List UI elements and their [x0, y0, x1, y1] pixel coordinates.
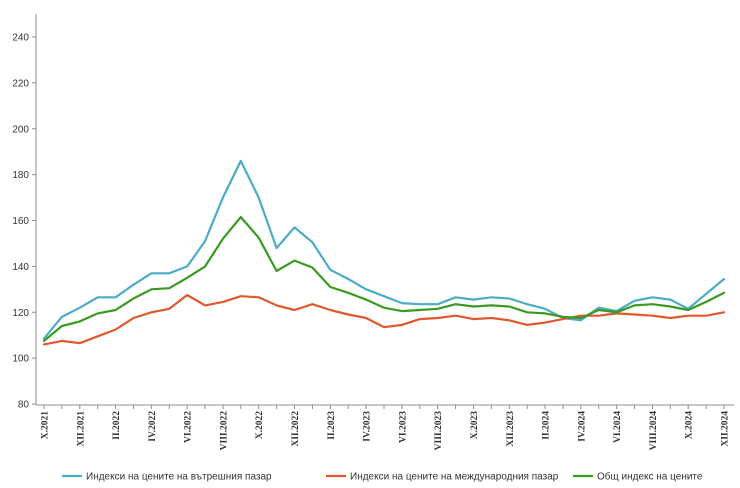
y-tick-label: 200 [12, 124, 29, 135]
x-tick-label: IV.2024 [577, 411, 587, 442]
x-tick-label: VIII.2022 [219, 411, 229, 451]
legend-label-1: Индекси на цените на вътрешния пазар [86, 472, 272, 483]
y-tick-label: 160 [12, 216, 29, 227]
y-tick-label: 140 [12, 262, 29, 273]
x-tick-label: II.2022 [112, 411, 122, 440]
y-tick-label: 80 [18, 400, 30, 411]
series-line-2 [42, 293, 726, 346]
x-tick-label: X.2022 [255, 411, 265, 439]
legend-label-3: Общ индекс на цените [597, 471, 703, 483]
x-tick-label: VIII.2024 [649, 411, 659, 451]
y-axis-ticks: 80 100 120 140 160 180 200 220 240 [12, 33, 36, 411]
x-tick-label: VIII.2023 [434, 411, 444, 451]
x-tick-label: IV.2023 [363, 411, 373, 442]
series-line-1 [42, 159, 726, 340]
x-tick-label: II.2023 [327, 411, 337, 440]
x-tick-label: X.2023 [470, 411, 480, 439]
x-axis-ticks: X.2021 XII.2021 II.2022 IV.2022 VI.2022 VIII.… [41, 405, 731, 450]
y-tick-label: 180 [12, 170, 29, 181]
y-tick-label: 240 [12, 33, 29, 44]
x-tick-label: VI.2023 [398, 411, 408, 443]
x-tick-label: XII.2023 [506, 411, 516, 447]
x-tick-label: X.2024 [685, 411, 695, 439]
x-tick-label: XII.2021 [76, 411, 86, 447]
series-line-3 [42, 216, 726, 342]
y-tick-label: 100 [12, 354, 29, 365]
y-tick-label: 220 [12, 78, 29, 89]
x-tick-label: II.2024 [542, 411, 552, 440]
x-tick-label: VI.2022 [184, 411, 194, 443]
x-tick-label: VI.2024 [613, 411, 623, 443]
legend: Индекси на цените на вътрешния пазар Инде… [62, 471, 703, 483]
legend-label-2: Индекси на цените на международния пазар [350, 472, 559, 483]
series-lines [42, 159, 726, 346]
x-tick-label: XII.2024 [721, 411, 731, 447]
x-tick-label: IV.2022 [148, 411, 158, 442]
x-tick-label: XII.2022 [291, 411, 301, 447]
y-tick-label: 120 [12, 308, 29, 319]
x-tick-label: X.2021 [41, 411, 51, 439]
